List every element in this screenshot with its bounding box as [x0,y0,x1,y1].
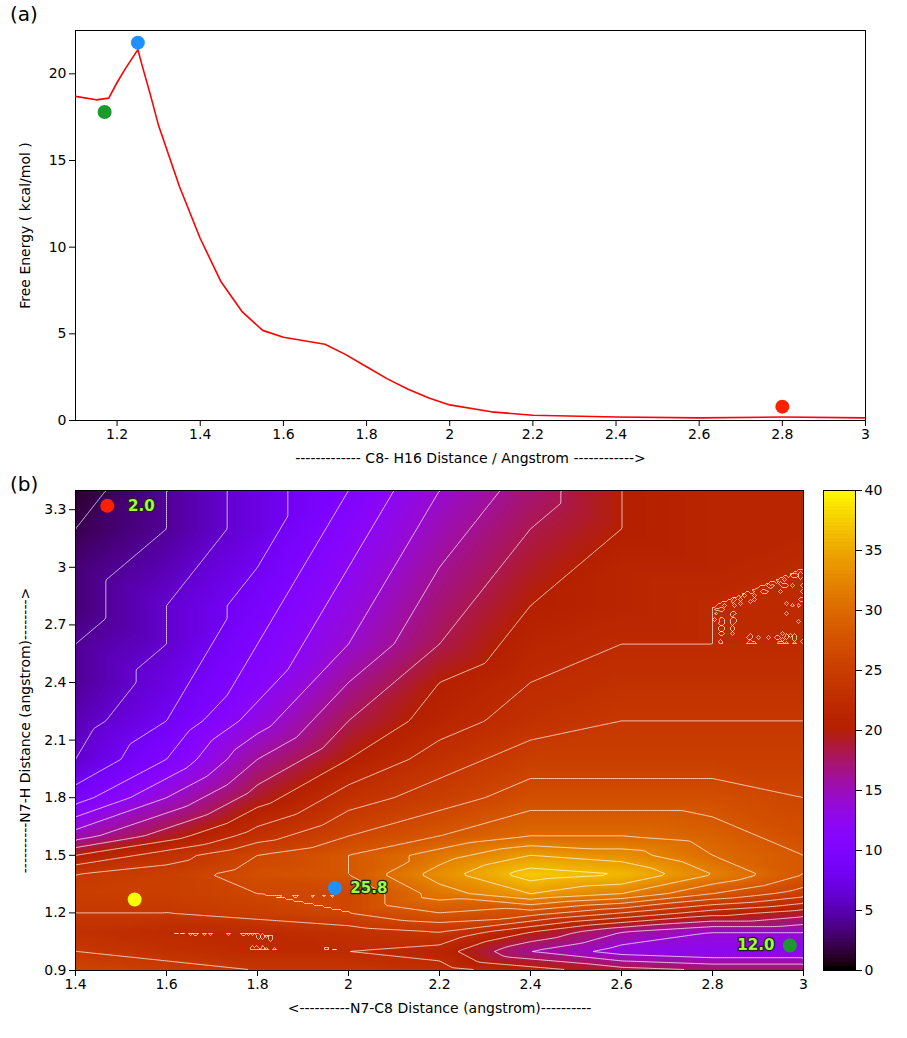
svg-text:1.8: 1.8 [355,426,377,442]
svg-text:35: 35 [865,542,883,558]
svg-text:2: 2 [445,426,454,442]
svg-text:1.4: 1.4 [64,976,86,992]
svg-text:0: 0 [865,962,874,978]
svg-text:2: 2 [344,976,353,992]
svg-text:5: 5 [865,902,874,918]
svg-text:2.2: 2.2 [428,976,450,992]
svg-text:<----------N7-C8 Distance (ang: <----------N7-C8 Distance (angstrom)----… [288,1000,592,1016]
svg-text:0.9: 0.9 [44,962,66,978]
svg-text:5: 5 [58,325,67,341]
svg-text:20: 20 [865,722,883,738]
svg-text:3: 3 [58,559,67,575]
svg-text:2.8: 2.8 [771,426,793,442]
svg-text:10: 10 [865,842,883,858]
svg-text:1.2: 1.2 [106,426,128,442]
svg-text:2.6: 2.6 [688,426,710,442]
svg-text:1.6: 1.6 [155,976,177,992]
svg-text:12.0: 12.0 [737,936,774,954]
html-text:(a): (a) [10,2,38,26]
svg-text:30: 30 [865,602,883,618]
svg-text:2.4: 2.4 [519,976,541,992]
svg-text:2.1: 2.1 [44,732,66,748]
svg-text:2.7: 2.7 [44,616,66,632]
svg-text:2.8: 2.8 [701,976,723,992]
svg-text:2.6: 2.6 [610,976,632,992]
svg-text:25: 25 [865,662,883,678]
svg-text:1.8: 1.8 [44,789,66,805]
svg-text:Free Energy ( kcal/mol ): Free Energy ( kcal/mol ) [17,142,33,309]
svg-text:2.4: 2.4 [44,674,66,690]
svg-text:----------N7-H Distance (angst: ----------N7-H Distance (angstrom)------… [17,588,33,873]
svg-text:3.3: 3.3 [44,501,66,517]
svg-text:1.5: 1.5 [44,847,66,863]
svg-text:1.6: 1.6 [272,426,294,442]
svg-text:1.8: 1.8 [246,976,268,992]
svg-text:10: 10 [49,239,67,255]
svg-text:25.8: 25.8 [350,879,387,897]
svg-text:2.2: 2.2 [522,426,544,442]
svg-text:15: 15 [865,782,883,798]
svg-text:1.4: 1.4 [189,426,211,442]
svg-text:15: 15 [49,152,67,168]
svg-text:------------- C8- H16 Distance: ------------- C8- H16 Distance / Angstro… [295,450,646,466]
html-text:(b): (b) [10,472,39,496]
svg-text:2.0: 2.0 [128,497,155,515]
svg-text:40: 40 [865,482,883,498]
svg-text:3: 3 [799,976,808,992]
svg-text:20: 20 [49,65,67,81]
svg-text:1.2: 1.2 [44,904,66,920]
svg-text:0: 0 [58,412,67,428]
svg-text:3: 3 [861,426,870,442]
svg-text:2.4: 2.4 [605,426,627,442]
